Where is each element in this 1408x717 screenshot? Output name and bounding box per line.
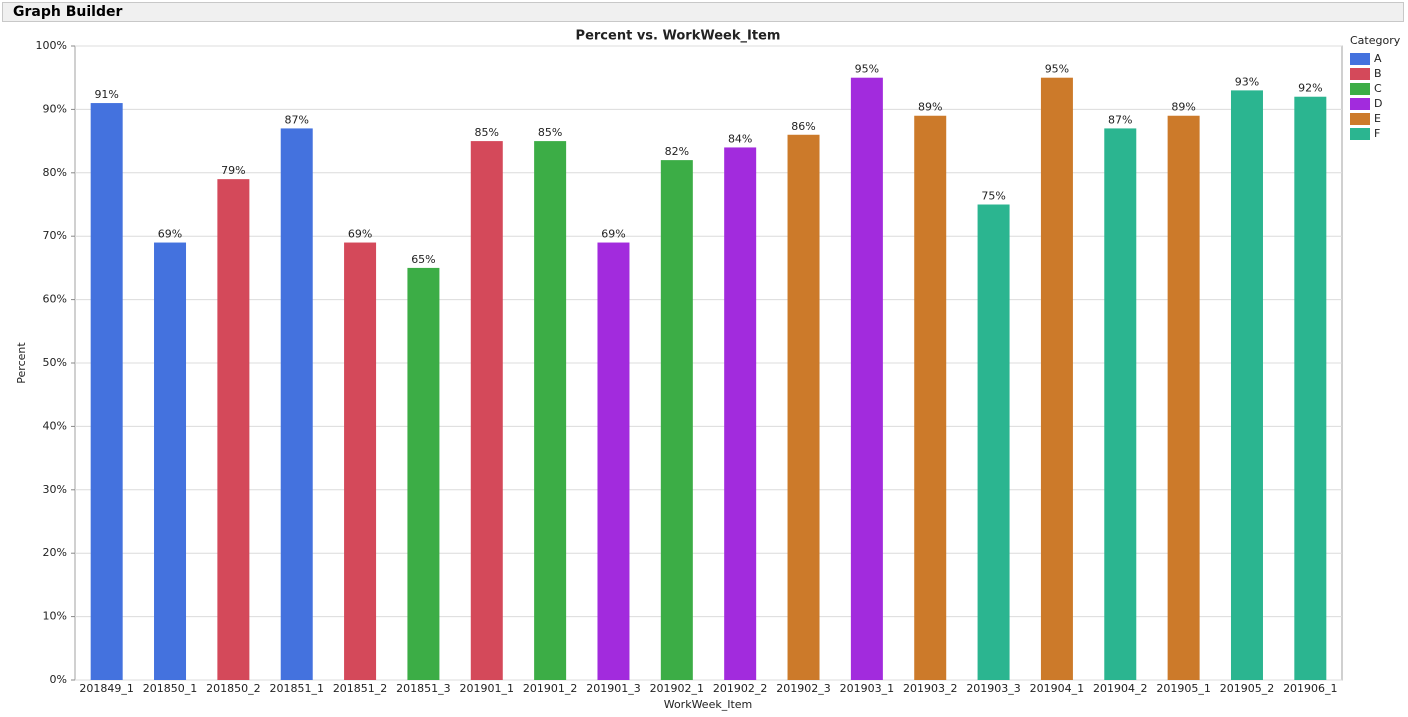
x-axis-label: WorkWeek_Item: [664, 698, 753, 711]
legend-label: D: [1374, 97, 1382, 110]
legend-swatch: [1350, 113, 1370, 125]
y-tick-label: 50%: [43, 356, 67, 369]
value-label: 86%: [791, 120, 815, 133]
value-label: 92%: [1298, 82, 1322, 95]
x-tick-label: 201851_3: [396, 682, 451, 695]
window-title: Graph Builder: [2, 2, 1404, 22]
legend-label: E: [1374, 112, 1381, 125]
bar: [660, 160, 693, 680]
value-label: 85%: [538, 126, 562, 139]
x-tick-label: 201903_1: [840, 682, 895, 695]
x-tick-label: 201903_2: [903, 682, 958, 695]
y-tick-label: 70%: [43, 229, 67, 242]
legend-label: F: [1374, 127, 1380, 140]
x-tick-label: 201902_3: [776, 682, 831, 695]
bar: [407, 267, 440, 680]
bar: [90, 103, 123, 680]
value-label: 89%: [1171, 101, 1195, 114]
bar: [977, 204, 1010, 680]
x-tick-label: 201902_1: [650, 682, 705, 695]
bar: [1230, 90, 1263, 680]
bar: [280, 128, 313, 681]
y-axis-label: Percent: [15, 342, 28, 384]
y-tick-label: 40%: [43, 419, 67, 432]
value-label: 75%: [981, 190, 1005, 203]
bar: [470, 141, 503, 681]
bar: [850, 77, 883, 680]
x-tick-label: 201906_1: [1283, 682, 1338, 695]
value-label: 93%: [1235, 75, 1259, 88]
legend-swatch: [1350, 128, 1370, 140]
bar: [534, 141, 567, 681]
bar: [1104, 128, 1137, 681]
y-tick-label: 0%: [50, 673, 67, 686]
legend-swatch: [1350, 53, 1370, 65]
bar: [787, 134, 820, 680]
y-tick-label: 90%: [43, 102, 67, 115]
x-tick-label: 201901_2: [523, 682, 578, 695]
y-tick-label: 30%: [43, 483, 67, 496]
x-tick-label: 201901_3: [586, 682, 641, 695]
value-label: 91%: [94, 88, 118, 101]
value-label: 89%: [918, 101, 942, 114]
x-tick-label: 201850_1: [143, 682, 198, 695]
x-tick-label: 201905_1: [1156, 682, 1211, 695]
y-tick-label: 100%: [36, 39, 67, 52]
value-label: 87%: [1108, 113, 1132, 126]
legend-swatch: [1350, 68, 1370, 80]
value-label: 95%: [1045, 63, 1069, 76]
x-tick-label: 201851_2: [333, 682, 388, 695]
value-label: 84%: [728, 132, 752, 145]
value-label: 65%: [411, 253, 435, 266]
y-tick-label: 60%: [43, 293, 67, 306]
value-label: 87%: [284, 113, 308, 126]
value-label: 82%: [665, 145, 689, 158]
bar: [1040, 77, 1073, 680]
value-label: 95%: [855, 63, 879, 76]
value-label: 69%: [348, 228, 372, 241]
bar: [1167, 115, 1200, 681]
bar: [597, 242, 630, 681]
x-tick-label: 201904_2: [1093, 682, 1148, 695]
y-tick-label: 10%: [43, 610, 67, 623]
value-label: 85%: [475, 126, 499, 139]
value-label: 79%: [221, 164, 245, 177]
x-tick-label: 201902_2: [713, 682, 768, 695]
x-tick-label: 201905_2: [1220, 682, 1275, 695]
bar: [344, 242, 377, 681]
value-label: 69%: [601, 228, 625, 241]
x-tick-label: 201903_3: [966, 682, 1021, 695]
value-label: 69%: [158, 228, 182, 241]
legend-title: Category: [1350, 34, 1401, 47]
legend-label: B: [1374, 67, 1382, 80]
x-tick-label: 201851_1: [269, 682, 324, 695]
bar: [217, 179, 250, 680]
x-tick-label: 201904_1: [1030, 682, 1085, 695]
legend-label: A: [1374, 52, 1382, 65]
chart-title: Percent vs. WorkWeek_Item: [576, 29, 781, 44]
y-tick-label: 20%: [43, 546, 67, 559]
y-tick-label: 80%: [43, 166, 67, 179]
bar: [1294, 96, 1327, 681]
legend-swatch: [1350, 98, 1370, 110]
legend-label: C: [1374, 82, 1382, 95]
x-tick-label: 201850_2: [206, 682, 261, 695]
bar: [154, 242, 187, 681]
bar: [724, 147, 757, 680]
x-tick-label: 201901_1: [460, 682, 515, 695]
legend-swatch: [1350, 83, 1370, 95]
x-tick-label: 201849_1: [79, 682, 134, 695]
bar: [914, 115, 947, 681]
